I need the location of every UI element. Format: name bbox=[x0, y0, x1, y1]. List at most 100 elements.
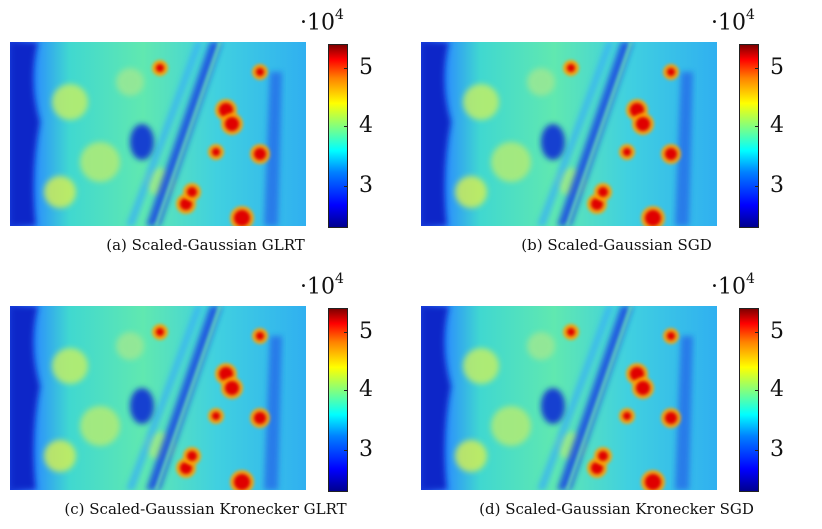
colorbar-tick-label: 5 bbox=[359, 55, 373, 80]
hotspot bbox=[667, 332, 675, 340]
hotspot bbox=[591, 198, 603, 210]
heatmap-panel: ·104 5 4 3 (d) Scaled-Gaussian Kronecker SGD bbox=[411, 264, 822, 528]
hotspot bbox=[623, 148, 631, 156]
hotspot bbox=[187, 451, 197, 461]
hotspot bbox=[567, 328, 575, 336]
colorbar-tick-label: 4 bbox=[359, 377, 373, 402]
hotspot bbox=[665, 148, 677, 160]
road-center bbox=[154, 306, 222, 490]
hotspot bbox=[645, 474, 661, 490]
texture-blob bbox=[52, 84, 88, 120]
texture-blob bbox=[116, 332, 144, 360]
low-region-mid bbox=[130, 124, 154, 160]
colorbar-tick-label: 4 bbox=[770, 113, 784, 138]
hotspot bbox=[254, 148, 266, 160]
colorbar bbox=[328, 308, 348, 492]
texture-blob bbox=[455, 440, 487, 472]
hotspot bbox=[598, 187, 608, 197]
texture-blob bbox=[80, 142, 120, 182]
colorbar-tick-mark bbox=[755, 390, 759, 391]
hotspot bbox=[591, 462, 603, 474]
road-center bbox=[565, 306, 633, 490]
hotspot bbox=[225, 381, 239, 395]
hotspot bbox=[234, 474, 250, 490]
colorbar bbox=[739, 308, 759, 492]
hotspot bbox=[598, 451, 608, 461]
texture-blob bbox=[52, 348, 88, 384]
colorbar-tick-label: 3 bbox=[359, 437, 373, 462]
low-region-left bbox=[10, 42, 40, 226]
road-stripe bbox=[537, 42, 613, 226]
multiplier-exponent: 4 bbox=[746, 7, 755, 23]
colorbar bbox=[328, 44, 348, 228]
colorbar-tick-mark bbox=[344, 332, 348, 333]
colorbar-multiplier: ·104 bbox=[711, 4, 755, 36]
panel-caption: (d) Scaled-Gaussian Kronecker SGD bbox=[479, 500, 754, 518]
multiplier-exponent: 4 bbox=[335, 7, 344, 23]
colorbar bbox=[739, 44, 759, 228]
texture-blob bbox=[455, 176, 487, 208]
texture-blob bbox=[116, 68, 144, 96]
road-center bbox=[154, 42, 222, 226]
multiplier-exponent: 4 bbox=[335, 271, 344, 287]
colorbar-tick-mark bbox=[344, 186, 348, 187]
low-region-right bbox=[675, 72, 693, 226]
colorbar-tick-mark bbox=[344, 68, 348, 69]
heatmap-panel: ·104 5 4 3 (c) Scaled-Gaussian Kronecker GLR… bbox=[0, 264, 411, 528]
hotspot bbox=[256, 332, 264, 340]
heatmap-image bbox=[10, 42, 306, 226]
colorbar-tick-label: 5 bbox=[770, 55, 784, 80]
hotspot bbox=[234, 210, 250, 226]
panel-caption: (b) Scaled-Gaussian SGD bbox=[521, 236, 712, 254]
texture-blob bbox=[80, 406, 120, 446]
multiplier-base: ·10 bbox=[711, 10, 746, 36]
colorbar-tick-label: 3 bbox=[770, 173, 784, 198]
road-stripe bbox=[126, 42, 202, 226]
colorbar-tick-mark bbox=[344, 126, 348, 127]
colorbar-tick-mark bbox=[755, 450, 759, 451]
colorbar-tick-label: 4 bbox=[770, 377, 784, 402]
hotspot bbox=[180, 198, 192, 210]
colorbar-tick-mark bbox=[344, 390, 348, 391]
colorbar-tick-label: 4 bbox=[359, 113, 373, 138]
heatmap-image bbox=[421, 42, 717, 226]
multiplier-base: ·10 bbox=[300, 10, 335, 36]
texture-blob bbox=[463, 84, 499, 120]
hotspot bbox=[254, 412, 266, 424]
hotspot bbox=[156, 64, 164, 72]
road-stripe bbox=[537, 306, 613, 490]
colorbar-tick-label: 5 bbox=[359, 319, 373, 344]
hotspot bbox=[667, 68, 675, 76]
colorbar-tick-label: 3 bbox=[770, 437, 784, 462]
low-region-right bbox=[264, 336, 282, 490]
texture-blob bbox=[527, 68, 555, 96]
panel-caption: (a) Scaled-Gaussian GLRT bbox=[106, 236, 305, 254]
hotspot bbox=[636, 381, 650, 395]
panel-caption: (c) Scaled-Gaussian Kronecker GLRT bbox=[64, 500, 347, 518]
texture-blob bbox=[44, 440, 76, 472]
colorbar-tick-mark bbox=[755, 126, 759, 127]
road-stripe bbox=[126, 306, 202, 490]
texture-blob bbox=[527, 332, 555, 360]
low-region-left bbox=[10, 306, 40, 490]
colorbar-multiplier: ·104 bbox=[300, 4, 344, 36]
texture-blob bbox=[463, 348, 499, 384]
hotspot bbox=[645, 210, 661, 226]
colorbar-tick-mark bbox=[755, 332, 759, 333]
colorbar-tick-label: 3 bbox=[359, 173, 373, 198]
hotspot bbox=[636, 117, 650, 131]
hotspot bbox=[665, 412, 677, 424]
low-region-mid bbox=[130, 388, 154, 424]
multiplier-base: ·10 bbox=[300, 274, 335, 300]
heatmap-image bbox=[421, 306, 717, 490]
heatmap-panel: ·104 5 4 3 (a) Scaled-Gaussian GLRT bbox=[0, 0, 411, 264]
hotspot bbox=[567, 64, 575, 72]
hotspot bbox=[156, 328, 164, 336]
road-center bbox=[565, 42, 633, 226]
colorbar-tick-label: 5 bbox=[770, 319, 784, 344]
low-region-left bbox=[421, 42, 451, 226]
colorbar-tick-mark bbox=[755, 186, 759, 187]
low-region-mid bbox=[541, 388, 565, 424]
texture-blob bbox=[491, 142, 531, 182]
low-region-mid bbox=[541, 124, 565, 160]
